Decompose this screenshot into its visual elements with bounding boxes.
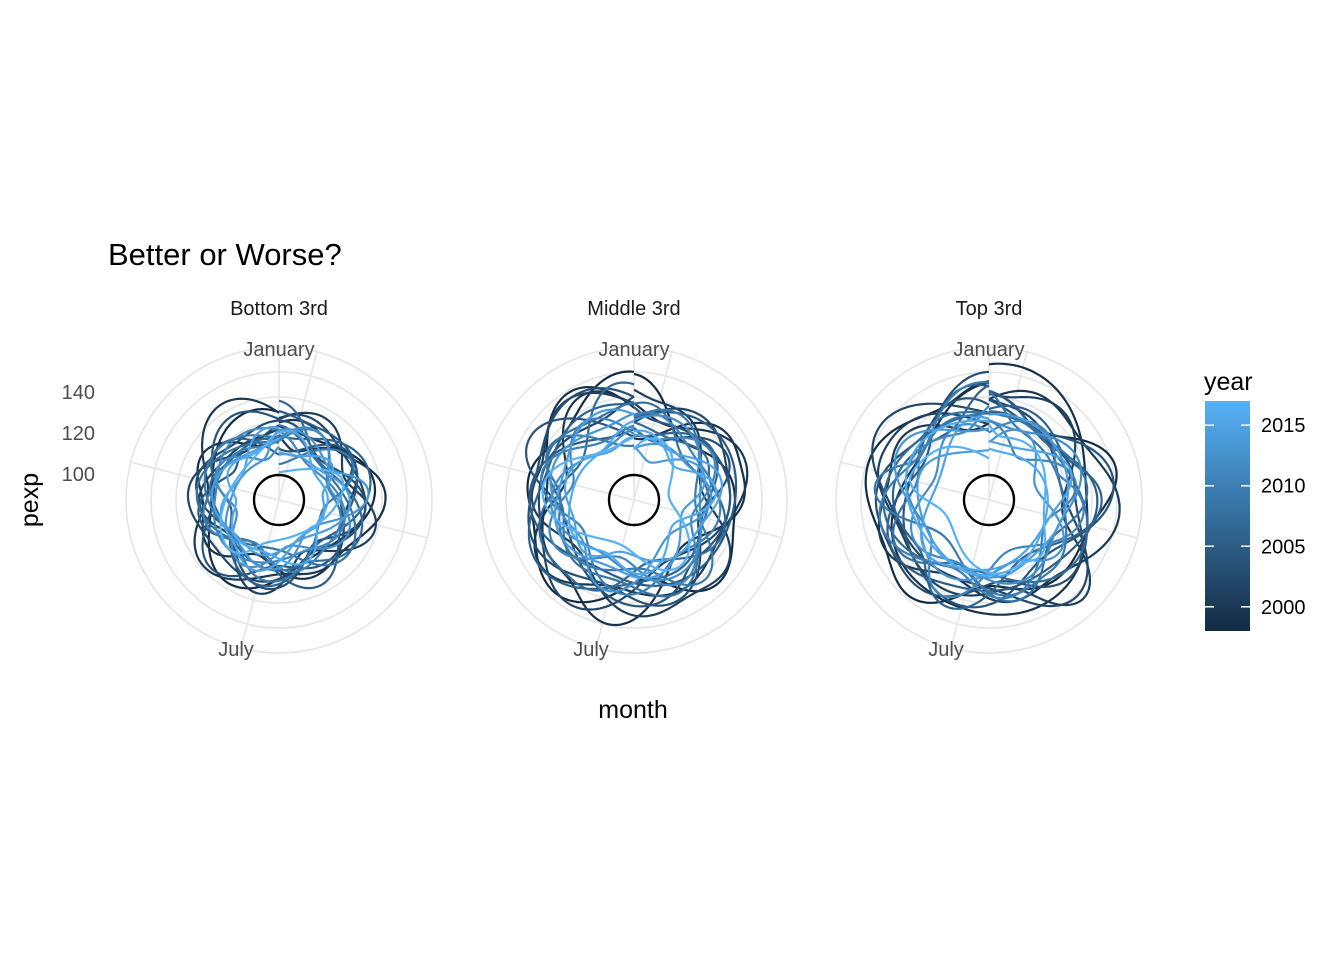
series-line-2013 <box>549 412 713 593</box>
facet-panel-middle-3rd: Middle 3rd January July <box>480 298 788 661</box>
series-line-2009 <box>545 408 714 587</box>
legend-tick-label: 2015 <box>1261 415 1306 437</box>
series-line-2009 <box>203 434 355 583</box>
series-line-2017 <box>219 431 345 555</box>
month-label: January <box>243 339 314 361</box>
facet-panel-top-3rd: Top 3rd January July <box>835 298 1143 661</box>
series-line-2013 <box>224 428 370 571</box>
month-label: January <box>598 339 669 361</box>
legend-tick-label: 2000 <box>1261 597 1306 619</box>
facet-strip-label: Middle 3rd <box>587 298 680 320</box>
series-line-2017 <box>541 436 691 572</box>
facet-strip-label: Bottom 3rd <box>230 298 328 320</box>
legend-ticks: 2000 2005 2010 2015 <box>1205 415 1306 619</box>
series-line-2014 <box>916 413 1069 579</box>
series-line-2000 <box>533 390 749 597</box>
series-line-2014 <box>553 408 707 580</box>
reference-circle <box>252 473 306 527</box>
y-tick-label: 100 <box>62 464 95 486</box>
facet-strip-label: Top 3rd <box>956 298 1023 320</box>
legend-tick-label: 2010 <box>1261 476 1306 498</box>
y-axis-title: pexp <box>16 473 44 527</box>
series-line-2005 <box>528 411 738 587</box>
series-line-2004 <box>524 406 732 608</box>
legend-tick-label: 2005 <box>1261 536 1306 558</box>
series-line-2015 <box>919 416 1073 572</box>
y-tick-label: 140 <box>62 382 95 404</box>
month-label: January <box>953 339 1024 361</box>
series-line-2016 <box>226 429 329 566</box>
series-line-1998 <box>207 408 377 590</box>
chart-title: Better or Worse? <box>108 237 342 272</box>
series-line-2015 <box>563 433 724 563</box>
month-label: July <box>218 639 254 661</box>
reference-circle <box>607 473 661 527</box>
facet-panel-bottom-3rd: Bottom 3rd January July <box>125 298 433 661</box>
color-legend: year 2000 2005 2010 2015 <box>1204 368 1306 631</box>
series-line-2003 <box>194 419 367 591</box>
x-axis-title: month <box>598 696 667 724</box>
series-line-2017 <box>909 424 1047 575</box>
series-line-2011 <box>212 427 346 564</box>
series-line-2016 <box>567 420 718 576</box>
y-axis-ticks: 100 120 140 <box>62 382 95 486</box>
legend-colorbar <box>1205 401 1250 631</box>
series-line-2007 <box>538 381 727 592</box>
y-tick-label: 120 <box>62 423 95 445</box>
series-line-2011 <box>904 405 1085 599</box>
reference-circle <box>962 473 1016 527</box>
month-label: July <box>928 639 964 661</box>
series-line-2014 <box>210 438 352 557</box>
series-line-2010 <box>540 411 722 596</box>
series-line-2005 <box>197 409 359 590</box>
series-line-2003 <box>527 387 731 607</box>
legend-title: year <box>1204 368 1253 396</box>
month-label: July <box>573 639 609 661</box>
